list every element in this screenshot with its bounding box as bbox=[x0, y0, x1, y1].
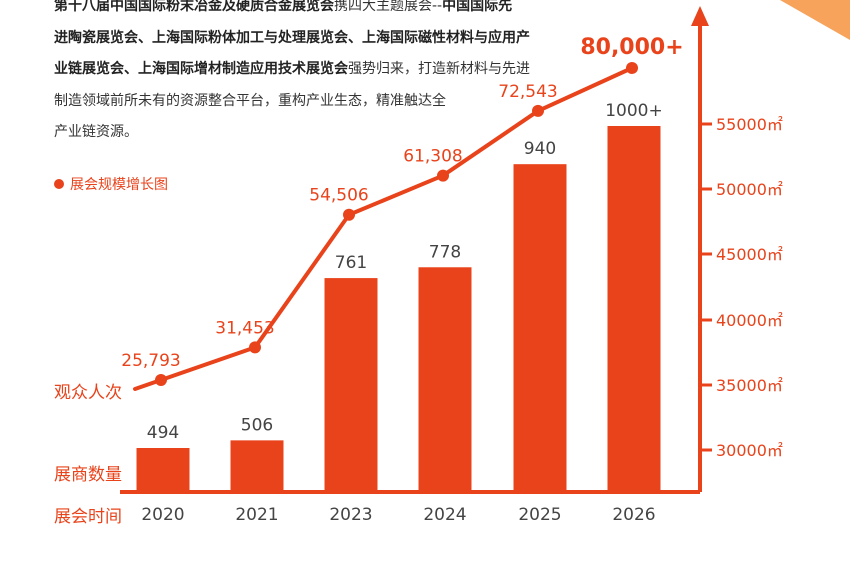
visitor-label: 54,506 bbox=[309, 186, 368, 206]
visitor-point bbox=[437, 169, 449, 182]
bar-2023 bbox=[324, 278, 378, 492]
intro-line-3-bold: 业链展览会、上海国际增材制造应用技术展览会 bbox=[54, 61, 348, 77]
x-tick-label: 2021 bbox=[235, 505, 278, 525]
visitor-point bbox=[626, 62, 638, 74]
row-label-exhibitors: 展商数量 bbox=[54, 465, 122, 485]
bar-2025 bbox=[513, 164, 567, 492]
intro-line-1-plain: 携四大主题展会-- bbox=[334, 0, 443, 14]
visitor-point bbox=[532, 104, 544, 117]
intro-line-1-bold-a: 第十八届中国国际粉末冶金及硬质合金展览会 bbox=[54, 0, 334, 14]
bar-2020 bbox=[136, 448, 190, 492]
right-axis-tick-label: 35000㎡ bbox=[716, 376, 783, 395]
right-axis-tick-label: 45000㎡ bbox=[716, 245, 783, 264]
intro-paragraph: 第十八届中国国际粉末冶金及硬质合金展览会携四大主题展会--中国国际先 进陶瓷展览… bbox=[54, 0, 574, 149]
visitor-point bbox=[343, 208, 355, 221]
legend-label: 展会规模增长图 bbox=[70, 177, 168, 193]
legend-dot-icon bbox=[54, 179, 64, 189]
right-axis-tick-label: 55000㎡ bbox=[716, 115, 783, 134]
x-tick-label: 2023 bbox=[329, 505, 372, 525]
intro-line-1-bold-b: 中国国际先 bbox=[442, 0, 513, 14]
visitor-point bbox=[249, 341, 261, 354]
right-axis-arrow bbox=[691, 6, 709, 26]
intro-line-2-bold: 进陶瓷展览会、上海国际粉体加工与处理展览会、上海国际磁性材料与应用产 bbox=[54, 29, 530, 46]
x-tick-label: 2026 bbox=[612, 505, 655, 525]
intro-line-1: 第十八届中国国际粉末冶金及硬质合金展览会携四大主题展会--中国国际先 bbox=[54, 0, 574, 23]
visitor-label: 72,543 bbox=[498, 82, 557, 102]
bar-label: 940 bbox=[524, 139, 556, 159]
intro-line-5: 产业链资源。 bbox=[54, 124, 138, 140]
bar-label: 1000+ bbox=[605, 101, 663, 121]
right-axis-tick-label: 50000㎡ bbox=[716, 180, 783, 199]
bar-label: 778 bbox=[429, 242, 461, 262]
x-tick-label: 2020 bbox=[141, 505, 184, 525]
right-axis-tick-label: 40000㎡ bbox=[716, 311, 783, 330]
bar-2021 bbox=[230, 440, 284, 492]
visitor-point bbox=[155, 374, 167, 386]
visitor-label: 31,453 bbox=[215, 318, 274, 338]
corner-decoration bbox=[780, 0, 850, 40]
row-label-visitors: 观众人次 bbox=[54, 383, 122, 403]
visitor-label: 25,793 bbox=[121, 351, 180, 371]
x-tick-label: 2025 bbox=[518, 505, 561, 525]
intro-line-2: 进陶瓷展览会、上海国际粉体加工与处理展览会、上海国际磁性材料与应用产 bbox=[54, 23, 574, 55]
chart-legend: 展会规模增长图 bbox=[54, 174, 168, 194]
intro-line-3-plain: 强势归来，打造新材料与先进 bbox=[348, 61, 530, 77]
x-tick-label: 2024 bbox=[423, 505, 466, 525]
bar-2024 bbox=[418, 267, 472, 492]
visitor-label: 80,000+ bbox=[580, 35, 683, 60]
row-label-time: 展会时间 bbox=[54, 507, 122, 527]
bar-label: 506 bbox=[241, 415, 273, 435]
intro-line-3: 业链展览会、上海国际增材制造应用技术展览会强势归来，打造新材料与先进 bbox=[54, 54, 574, 86]
bar-label: 494 bbox=[147, 423, 179, 443]
right-axis-tick-label: 30000㎡ bbox=[716, 441, 783, 460]
intro-line-4: 制造领域前所未有的资源整合平台，重构产业生态，精准触达全 bbox=[54, 92, 446, 109]
bar-label: 761 bbox=[335, 253, 367, 273]
visitor-label: 61,308 bbox=[403, 147, 462, 167]
bar-2026 bbox=[607, 126, 661, 492]
